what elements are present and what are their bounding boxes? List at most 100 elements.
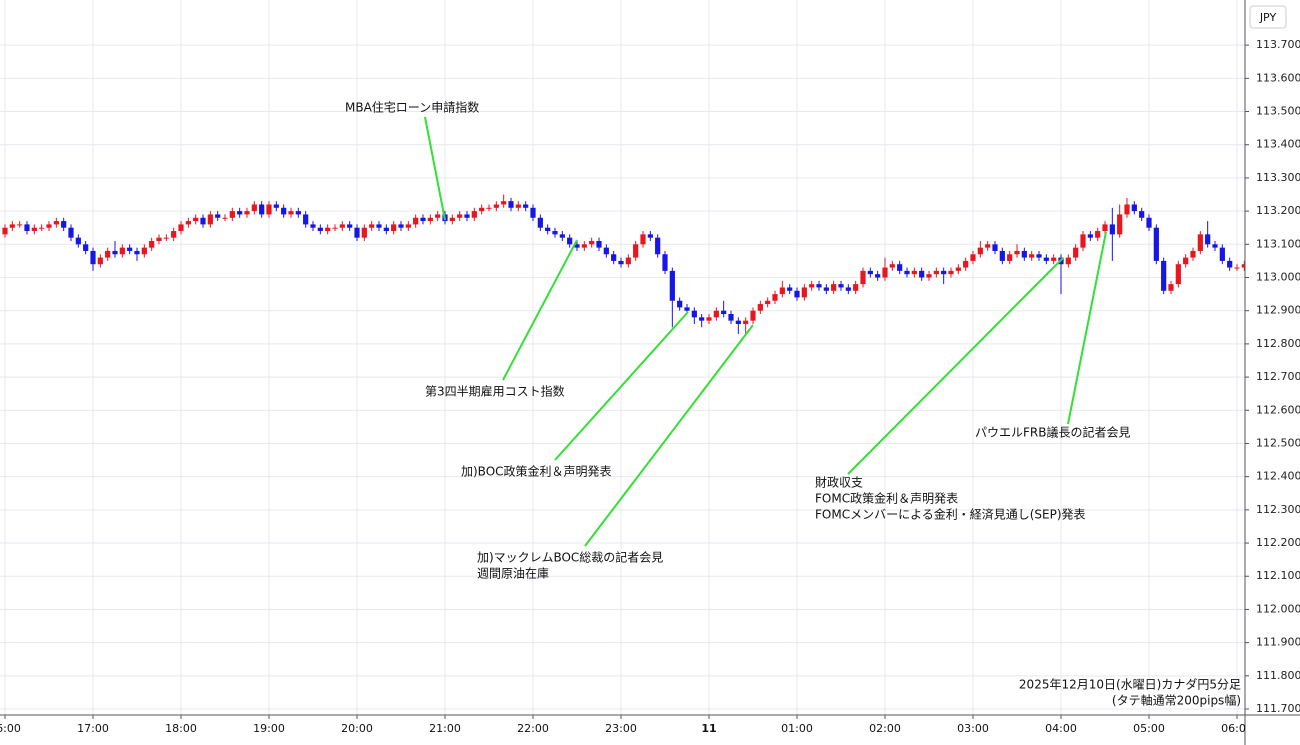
candle-body <box>721 310 727 315</box>
candle-body <box>919 270 925 278</box>
y-tick-label: 112.200 <box>1256 536 1300 549</box>
candle-body <box>589 240 595 245</box>
candle-body <box>1095 231 1101 238</box>
y-tick-label: 113.200 <box>1256 204 1300 217</box>
candle-body <box>611 254 617 261</box>
candle-body <box>207 214 213 225</box>
candle-body <box>391 224 397 232</box>
candle-body <box>369 224 375 228</box>
candle-body <box>794 290 800 298</box>
candle-body <box>449 217 455 222</box>
candle-body <box>743 320 749 324</box>
x-tick-label: 11 <box>701 722 716 735</box>
y-tick-label: 112.400 <box>1256 470 1300 483</box>
annotation-line <box>502 239 578 381</box>
candle-body <box>1219 247 1225 261</box>
y-tick-label: 112.900 <box>1256 304 1300 317</box>
candle-body <box>713 310 719 318</box>
candle-body <box>1190 250 1196 258</box>
candle-body <box>493 204 499 208</box>
candle-body <box>985 244 991 248</box>
y-tick-label: 113.000 <box>1256 271 1300 284</box>
annotation-line <box>554 311 689 461</box>
annotation-text: 週間原油在庫 <box>477 567 549 581</box>
x-tick-label: 20:00 <box>341 722 373 735</box>
candle-body <box>105 250 111 258</box>
candle-body <box>266 204 272 215</box>
candle-body <box>376 224 382 228</box>
candle-body <box>1146 217 1152 228</box>
candle-body <box>955 267 961 271</box>
candle-body <box>853 284 859 291</box>
candle-body <box>530 207 536 218</box>
candle-body <box>897 264 903 271</box>
candle-body <box>405 224 411 228</box>
candle-body <box>904 270 910 275</box>
candle-body <box>259 204 265 215</box>
x-tick-label: 05:00 <box>1133 722 1165 735</box>
candle-body <box>970 254 976 261</box>
candle-body <box>383 227 389 232</box>
candle-body <box>53 221 59 225</box>
candle-body <box>354 227 360 238</box>
x-tick-label: 23:00 <box>605 722 637 735</box>
candle-body <box>457 214 463 218</box>
candle-body <box>831 284 837 291</box>
candle-body <box>515 204 521 208</box>
candle-body <box>1212 244 1218 248</box>
candle-body <box>545 227 551 232</box>
candle-body <box>413 217 419 225</box>
candle-body <box>662 254 668 271</box>
candle-body <box>816 284 822 288</box>
candle-body <box>398 224 404 228</box>
x-tick-label: 19:00 <box>253 722 285 735</box>
candle-body <box>977 247 983 255</box>
candle-body <box>765 300 771 305</box>
y-tick-label: 112.600 <box>1256 403 1300 416</box>
candle-body <box>134 250 140 255</box>
y-tick-label: 112.800 <box>1256 337 1300 350</box>
candle-body <box>640 234 646 245</box>
candle-body <box>46 224 52 228</box>
candle-body <box>325 227 331 232</box>
candle-body <box>149 240 155 248</box>
chart-note: 2025年12月10日(水曜日)カナダ円5分足 <box>1019 677 1241 692</box>
candle-body <box>779 287 785 295</box>
candle-body <box>1029 254 1035 258</box>
candle-body <box>1073 247 1079 258</box>
candle-body <box>61 221 67 228</box>
candle-body <box>1168 284 1174 291</box>
candle-body <box>1227 260 1233 268</box>
candle-body <box>860 270 866 285</box>
candle-body <box>1183 257 1189 265</box>
chart-note: (タテ軸通常200pips幅) <box>1112 693 1241 708</box>
candle-body <box>501 201 507 205</box>
annotation-line <box>847 257 1064 475</box>
annotation-text: パウエルFRB議長の記者会見 <box>975 425 1130 440</box>
y-tick-label: 111.800 <box>1256 669 1300 682</box>
candle-body <box>633 244 639 258</box>
candle-body <box>1051 257 1057 261</box>
candle-body <box>347 224 353 228</box>
y-tick-label: 113.500 <box>1256 105 1300 118</box>
candle-body <box>317 227 323 232</box>
candle-body <box>1036 254 1042 258</box>
y-tick-label: 113.100 <box>1256 237 1300 250</box>
candle-body <box>464 214 470 218</box>
candle-body <box>17 224 23 226</box>
candle-body <box>244 211 250 215</box>
candle-body <box>750 310 756 321</box>
candle-body <box>823 287 829 291</box>
candle-body <box>1021 250 1027 258</box>
candle-body <box>471 211 477 218</box>
x-tick-label: 21:00 <box>429 722 461 735</box>
candle-body <box>625 257 631 265</box>
candle-body <box>75 237 81 245</box>
candle-body <box>31 227 37 232</box>
x-tick-label: 04:00 <box>1045 722 1077 735</box>
candle-body <box>838 284 844 288</box>
candle-body <box>867 270 873 275</box>
candle-body <box>801 287 807 298</box>
candle-body <box>479 207 485 212</box>
annotation-line <box>1067 231 1107 425</box>
